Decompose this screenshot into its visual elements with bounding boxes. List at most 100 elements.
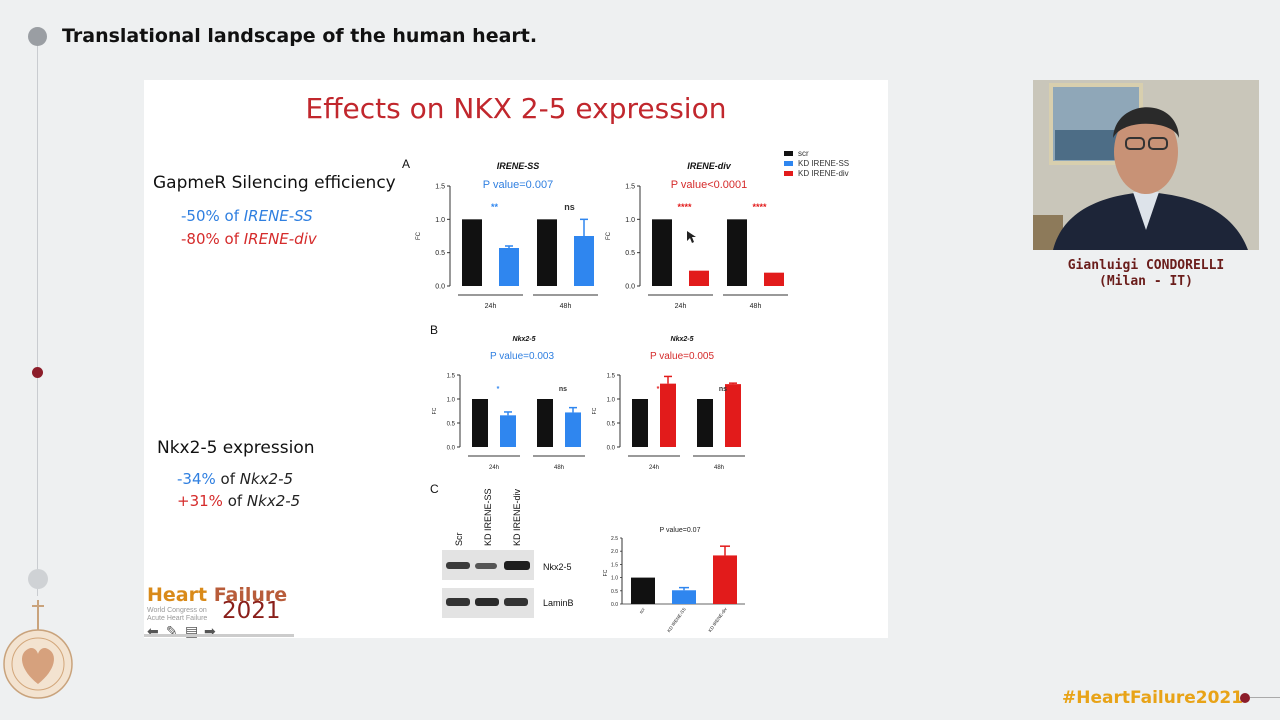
heart-emblem-icon (3, 600, 73, 699)
logo-year: 2021 (222, 598, 281, 624)
y-tick-label: 2.5 (611, 536, 618, 542)
speaker-affiliation: (Milan - IT) (1099, 274, 1193, 289)
bar-scr (472, 399, 488, 447)
bar-scr (632, 399, 648, 447)
western-blot-image (442, 550, 534, 618)
y-axis-label: FC (416, 231, 422, 240)
y-tick-label: 1.5 (435, 184, 445, 191)
significance-label: * (497, 386, 500, 393)
menu-icon[interactable]: ▤ (185, 623, 199, 639)
y-tick-label: 1.0 (435, 217, 445, 224)
chart-3-pvalue: P value=0.003 (489, 351, 555, 362)
chart-4-title: Nkx2-5 (670, 336, 694, 343)
panel-label-c: C (430, 482, 439, 496)
blot-band-label-lamin: LaminB (543, 598, 574, 608)
bar-scr (537, 399, 553, 447)
significance-label: ns (559, 386, 567, 393)
y-tick-label: 0.0 (435, 284, 445, 291)
timeline-line (37, 36, 38, 596)
significance-label: **** (677, 202, 692, 212)
bar-kd (574, 236, 594, 286)
legend-item-scr: scr (784, 148, 849, 158)
nkx-line-1-of: of (215, 470, 240, 488)
bar-kd (725, 384, 741, 447)
panel-label-a: A (402, 157, 411, 171)
y-tick-label: 1.0 (625, 217, 635, 224)
y-tick-label: 1.0 (607, 398, 616, 404)
legend-label-kd-ss: KD IRENE-SS (798, 158, 850, 168)
significance-label: * (657, 386, 660, 393)
x-tick-label: 48h (750, 303, 762, 310)
logo-subtitle: World Congress on Acute Heart Failure (147, 607, 207, 623)
logo-subtitle-line-2: Acute Heart Failure (147, 615, 208, 622)
chart-3-title: Nkx2-5 (512, 336, 536, 343)
y-tick-label: 2.0 (611, 549, 618, 555)
chart-5-pvalue: P value=0.07 (659, 527, 701, 534)
legend-item-kd-div: KD IRENE-div (784, 168, 849, 178)
nkx-line-1-value: -34% (177, 470, 216, 488)
speaker-name: Gianluigi CONDORELLI (1067, 258, 1225, 273)
nkx-line-2-value: +31% (177, 492, 223, 510)
mouse-cursor-icon (687, 231, 696, 243)
bar-scr (697, 399, 713, 447)
y-tick-label: 1.5 (607, 374, 616, 380)
y-tick-label: 0.0 (611, 602, 618, 608)
arrow-right-icon[interactable]: ➡ (204, 623, 216, 639)
logo-text-heart: Heart (147, 584, 214, 606)
chart-1-title: IRENE-SS (496, 161, 540, 171)
footer-line (1250, 697, 1280, 698)
timeline-dot-marker[interactable] (32, 367, 43, 378)
bar-2 (713, 555, 737, 604)
bar-scr (727, 219, 747, 286)
timeline-dot-current[interactable] (28, 27, 47, 46)
chart-1-pvalue: P value=0.007 (482, 179, 554, 191)
bar-kd (499, 248, 519, 286)
nkx-heading: Nkx2-5 expression (157, 438, 315, 458)
timeline-dot-end[interactable] (28, 569, 48, 589)
speaker-video-frame (1033, 80, 1259, 250)
x-tick-label: KD IRENE-div (707, 606, 728, 633)
gapmer-line-2: -80% of IRENE-div (181, 230, 317, 248)
chart-2-title: IRENE-div (687, 161, 731, 171)
gapmer-line-1: -50% of IRENE-SS (181, 207, 313, 225)
blot-band-label-nkx: Nkx2-5 (543, 562, 572, 572)
y-tick-label: 1.5 (625, 184, 635, 191)
legend-item-kd-ss: KD IRENE-SS (784, 158, 849, 168)
nkx-line-2-of: of (222, 492, 247, 510)
chart-nkx-ss: 0.0 0.5 1.0 1.5 FC * 24h ns 48h (432, 374, 585, 470)
bar-scr (462, 219, 482, 286)
nkx-line-2: +31% of Nkx2-5 (177, 492, 300, 510)
slide-progress-bar (144, 634, 294, 637)
bar-kd (660, 383, 676, 447)
x-tick-label: 24h (675, 303, 687, 310)
chart-irene-div: 0.0 0.5 1.0 1.5 FC **** 24h **** 48h (606, 184, 788, 310)
gapmer-line-1-value: -50% of (181, 207, 244, 225)
nkx-line-2-gene: Nkx2-5 (246, 492, 301, 510)
bar-1 (672, 590, 696, 604)
y-tick-label: 0.5 (607, 422, 616, 428)
chart-irene-ss: 0.0 0.5 1.0 1.5 FC ** 24h ns 48h (416, 184, 598, 310)
chart-legend: scr KD IRENE-SS KD IRENE-div (784, 148, 849, 178)
significance-label: ** (491, 202, 499, 212)
bar-0 (631, 577, 655, 604)
nkx-line-1-gene: Nkx2-5 (239, 470, 294, 488)
arrow-left-icon[interactable]: ⬅ (147, 623, 159, 639)
bar-scr (652, 219, 672, 286)
y-tick-label: 0.0 (625, 284, 635, 291)
slide-title: Effects on NKX 2-5 expression (305, 92, 727, 125)
x-tick-label: 48h (554, 465, 564, 470)
gapmer-line-2-value: -80% of (181, 230, 244, 248)
y-tick-label: 1.5 (611, 562, 618, 568)
y-tick-label: 0.0 (447, 446, 456, 452)
x-tick-label: 48h (560, 303, 572, 310)
y-tick-label: 0.5 (435, 250, 445, 257)
legend-label-scr: scr (798, 148, 809, 158)
pencil-icon[interactable]: ✎ (166, 623, 178, 639)
bar-kd (689, 270, 709, 286)
page-title: Translational landscape of the human hea… (62, 25, 538, 47)
hashtag-label: #HeartFailure2021 (1062, 688, 1244, 708)
nkx-line-1: -34% of Nkx2-5 (177, 470, 293, 488)
x-tick-label: KD IRENE-SS (666, 607, 687, 633)
speaker-video[interactable] (1033, 80, 1259, 250)
x-tick-label: 24h (649, 465, 659, 470)
